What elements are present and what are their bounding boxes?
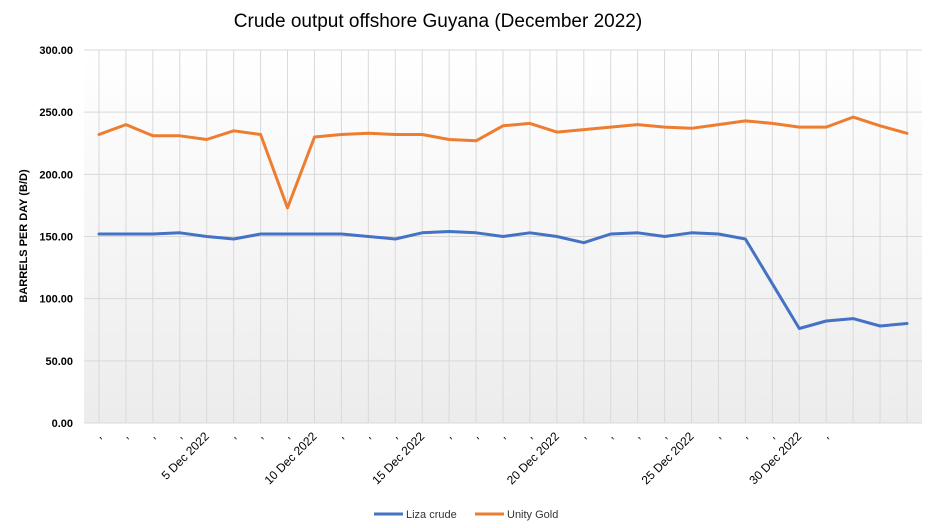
y-tick-label: 0.00: [52, 418, 73, 430]
x-tick-label: ,: [523, 429, 535, 441]
x-tick-label: ,: [711, 429, 723, 441]
x-tick-label: ,: [819, 429, 831, 441]
x-tick-label: ,: [227, 429, 239, 441]
x-tick-label: ,: [496, 429, 508, 441]
x-tick-label: ,: [765, 429, 777, 441]
legend: Liza crude Unity Gold: [374, 509, 558, 521]
y-tick-label: 250.00: [39, 107, 73, 119]
x-tick-label: ,: [577, 429, 589, 441]
x-tick-label: 5 Dec 2022: [159, 429, 213, 483]
x-tick-label: ,: [388, 429, 400, 441]
x-tick-label: ,: [119, 429, 131, 441]
y-tick-label: 100.00: [39, 294, 73, 306]
x-tick-label: ,: [469, 429, 481, 441]
x-tick-label: ,: [604, 429, 616, 441]
y-axis-label: BARRELS PER DAY (B/D): [18, 169, 30, 303]
legend-label-liza-crude: Liza crude: [406, 509, 457, 521]
series-line-liza-crude: [97, 230, 909, 330]
x-tick-label: ,: [173, 429, 185, 441]
y-tick-label: 300.00: [39, 45, 73, 57]
x-axis-ticks: ,,, ,5 Dec 2022,, ,10 Dec 2022,, ,15 Dec 20…: [92, 429, 831, 487]
x-tick-label: ,: [280, 429, 292, 441]
x-tick-label: ,: [738, 429, 750, 441]
x-tick-label: ,: [253, 429, 265, 441]
x-tick-label: ,: [146, 429, 158, 441]
chart-title: Crude output offshore Guyana (December 2…: [234, 11, 642, 32]
legend-label-unity-gold: Unity Gold: [507, 509, 558, 521]
y-tick-label: 50.00: [45, 356, 73, 368]
y-tick-label: 150.00: [39, 232, 73, 244]
series-lines: [97, 115, 909, 330]
x-tick-label: ,: [657, 429, 669, 441]
y-tick-label: 200.00: [39, 169, 73, 181]
x-tick-label: ,: [442, 429, 454, 441]
x-tick-label: ,: [334, 429, 346, 441]
x-tick-label: ,: [92, 429, 104, 441]
x-tick-label: ,: [361, 429, 373, 441]
series-line-unity-gold: [97, 115, 909, 210]
x-tick-label: ,: [631, 429, 643, 441]
y-axis-ticks: 0.00 50.00 100.00 150.00 200.00 250.00 300.00: [39, 45, 73, 430]
